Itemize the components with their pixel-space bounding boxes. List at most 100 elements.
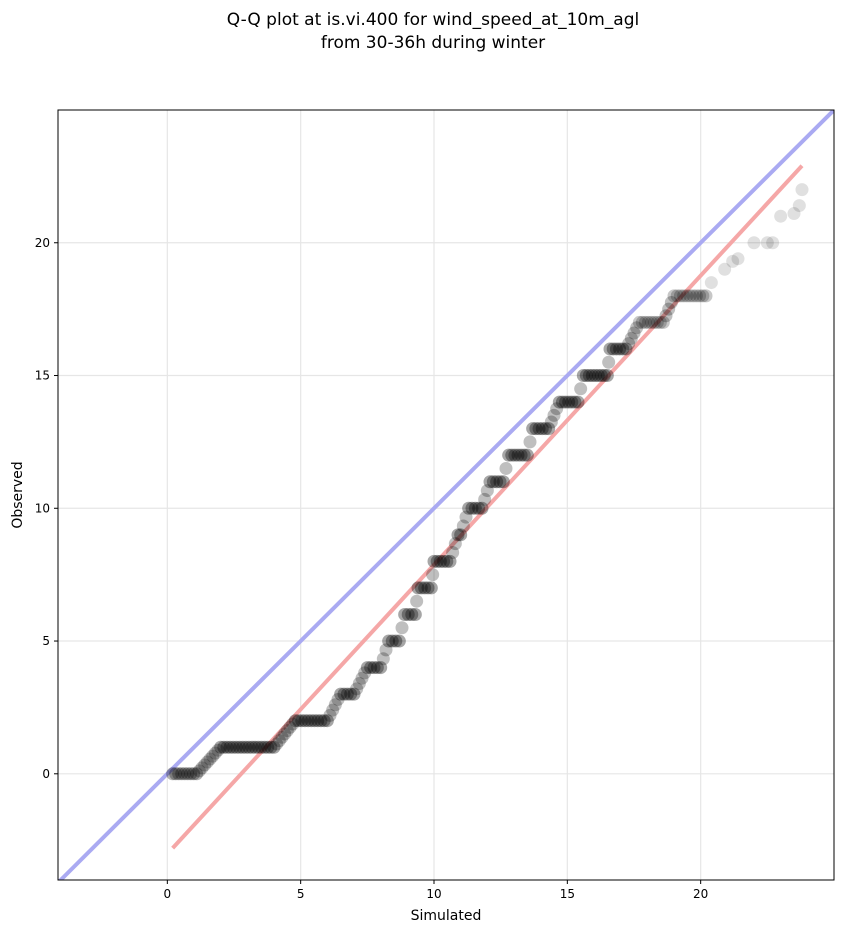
quantile-point [355, 671, 369, 685]
x-tick-label: 20 [693, 887, 708, 901]
quantile-point [538, 422, 552, 436]
quantile-point [239, 740, 253, 754]
quantile-point [385, 634, 399, 648]
quantile-point [195, 761, 209, 775]
quantile-point [511, 448, 525, 462]
quantile-point [496, 475, 510, 489]
quantile-point [418, 581, 432, 595]
quantile-point [704, 276, 718, 290]
quantile-point [334, 687, 348, 701]
quantile-point [568, 395, 582, 409]
quantile-point [493, 475, 507, 489]
quantile-point [440, 554, 454, 568]
quantile-point [559, 395, 573, 409]
quantile-point [214, 740, 228, 754]
y-tick-label: 0 [42, 767, 50, 781]
quantile-point [270, 737, 284, 751]
quantile-point [178, 767, 192, 781]
quantile-point [314, 714, 328, 728]
quantile-point [576, 369, 590, 383]
quantile-point [638, 315, 652, 329]
quantile-point [337, 687, 351, 701]
quantile-point [443, 554, 457, 568]
quantile-point [211, 743, 225, 757]
quantile-point [169, 767, 183, 781]
reference-lines [58, 110, 834, 880]
x-tick-label: 10 [426, 887, 441, 901]
quantile-point [229, 740, 243, 754]
quantile-point [301, 714, 315, 728]
quantile-point [480, 484, 494, 498]
quantile-point [795, 183, 809, 197]
quantile-point [187, 767, 201, 781]
quantile-point [382, 634, 396, 648]
quantile-point [529, 422, 543, 436]
quantile-point [686, 289, 700, 303]
quantile-point [350, 682, 364, 696]
quantile-point [547, 408, 561, 422]
quantile-point [398, 607, 412, 621]
quantile-point [550, 402, 564, 416]
identity-line [58, 110, 834, 880]
quantile-point [650, 315, 664, 329]
quantile-point [535, 422, 549, 436]
quantile-point [220, 740, 234, 754]
quantile-point [272, 734, 286, 748]
quantile-point [395, 621, 409, 635]
quantile-point [248, 740, 262, 754]
quantile-point [486, 475, 500, 489]
y-tick-label: 10 [35, 501, 50, 515]
quantile-point [683, 289, 697, 303]
quantile-point [389, 634, 403, 648]
quantile-point [374, 661, 388, 675]
quantile-point [644, 315, 658, 329]
quantile-point [499, 461, 513, 475]
quantile-point [514, 448, 528, 462]
quantile-point [602, 355, 616, 369]
quantile-point [670, 289, 684, 303]
quantile-point [718, 262, 732, 276]
plot-frame [57, 109, 835, 881]
quantile-point [192, 764, 206, 778]
quantile-point [526, 422, 540, 436]
quantile-point [760, 236, 774, 250]
quantile-point [609, 342, 623, 356]
quantile-point [664, 296, 678, 309]
quantile-point [286, 717, 300, 731]
quantile-point [555, 395, 569, 409]
quantile-point [632, 315, 646, 329]
quantile-point [619, 342, 633, 356]
quantile-point [424, 581, 438, 595]
quantile-point [344, 687, 358, 701]
y-tick-label: 20 [35, 236, 50, 250]
quantile-point [627, 326, 641, 340]
fit-line [171, 164, 804, 850]
quantile-point [245, 740, 259, 754]
quantile-point [340, 687, 354, 701]
quantile-point [203, 752, 217, 766]
quantile-point [275, 730, 289, 744]
quantile-point [198, 758, 212, 772]
quantile-point [223, 740, 237, 754]
x-tick-label: 0 [164, 887, 172, 901]
quantile-point [693, 289, 707, 303]
quantile-point [283, 720, 297, 734]
quantile-point [565, 395, 579, 409]
quantile-point [574, 382, 588, 396]
quantile-point [288, 714, 302, 728]
quantile-point [206, 749, 220, 763]
y-tick-label: 15 [35, 369, 50, 383]
quantile-point [175, 767, 189, 781]
quantile-point [376, 652, 390, 666]
quantile-point [774, 209, 788, 223]
grid-lines [58, 110, 834, 880]
quantile-point [792, 199, 806, 213]
quantile-point [326, 703, 340, 717]
quantile-point [358, 666, 372, 680]
quantile-point [483, 475, 497, 489]
quantile-point [673, 289, 687, 303]
quantile-point [662, 302, 676, 316]
quantile-point [490, 475, 504, 489]
quantile-point [542, 422, 556, 436]
quantile-point [641, 315, 655, 329]
